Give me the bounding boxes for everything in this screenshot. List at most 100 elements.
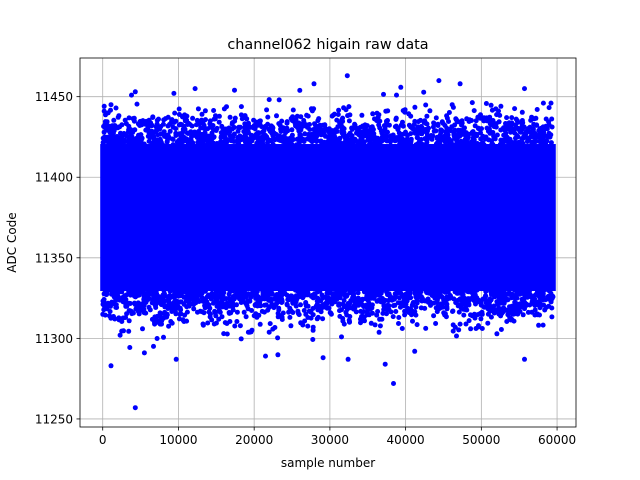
data-point [191, 302, 197, 307]
data-point [483, 289, 489, 294]
data-point [290, 107, 296, 113]
data-point [384, 311, 389, 317]
data-point [150, 115, 156, 120]
data-point [205, 140, 211, 146]
data-point [306, 131, 312, 137]
data-point [173, 133, 179, 138]
data-point [369, 310, 375, 316]
data-point [334, 117, 340, 123]
data-point [487, 121, 493, 127]
data-point [273, 131, 279, 137]
outlier-point [173, 356, 179, 362]
x-tick-label: 60000 [538, 433, 576, 447]
data-point [127, 127, 133, 133]
data-point [431, 300, 437, 306]
data-point [494, 331, 500, 337]
data-point [186, 303, 192, 309]
data-point [216, 113, 222, 119]
data-point [224, 296, 230, 302]
data-point [381, 303, 387, 309]
data-point [442, 299, 448, 305]
data-point [176, 122, 182, 128]
data-point [158, 131, 164, 137]
data-point [483, 304, 489, 310]
data-point [289, 132, 295, 138]
data-point [307, 122, 312, 127]
data-point [365, 297, 371, 303]
data-point [427, 108, 433, 114]
data-point [418, 305, 424, 311]
data-point [498, 103, 504, 109]
data-point [446, 127, 452, 132]
data-point [444, 113, 450, 119]
data-point [287, 305, 293, 311]
data-point [520, 312, 526, 318]
data-point [217, 288, 223, 294]
data-point [138, 132, 144, 138]
data-point [522, 131, 528, 136]
data-point [497, 112, 503, 118]
data-point [372, 116, 377, 122]
data-point [223, 131, 229, 137]
data-point [303, 300, 309, 305]
data-point [274, 113, 279, 119]
data-point [238, 137, 244, 143]
data-point [412, 118, 418, 124]
data-point [340, 115, 346, 121]
data-point [344, 312, 350, 318]
data-point [512, 311, 518, 317]
data-point [141, 308, 147, 314]
data-point [266, 137, 272, 143]
data-point [480, 296, 486, 302]
data-point [335, 112, 341, 117]
data-point [418, 289, 424, 295]
data-point [249, 292, 255, 298]
data-point [126, 141, 132, 147]
data-point [111, 314, 116, 319]
data-point [223, 305, 229, 311]
data-point [323, 126, 328, 132]
data-point [113, 105, 119, 111]
data-point [249, 327, 255, 333]
data-point [337, 313, 343, 319]
data-point [254, 314, 260, 320]
data-point [363, 133, 369, 139]
data-point [242, 128, 248, 134]
data-point [342, 293, 348, 299]
outlier-point [391, 381, 396, 386]
data-point [453, 116, 459, 122]
data-point [321, 131, 327, 137]
data-point [243, 134, 249, 140]
data-point [442, 289, 448, 295]
data-point [212, 293, 218, 299]
data-point [379, 134, 385, 140]
data-point [393, 309, 399, 314]
data-point [297, 87, 303, 93]
data-point [234, 319, 240, 324]
data-point [146, 291, 152, 297]
data-point [407, 290, 413, 296]
data-point [307, 127, 313, 132]
data-point [108, 140, 114, 146]
data-point [241, 309, 247, 315]
data-point [163, 116, 168, 122]
data-point [408, 131, 414, 137]
data-point [477, 311, 483, 317]
data-point [201, 137, 207, 143]
data-point [243, 314, 249, 320]
data-point [140, 142, 146, 148]
data-point [243, 122, 249, 128]
data-point [200, 322, 206, 328]
data-point [456, 119, 462, 125]
data-point [461, 312, 467, 318]
data-point [234, 137, 240, 143]
data-point [347, 112, 353, 118]
data-point [226, 310, 232, 315]
outlier-point [263, 353, 268, 359]
data-point [514, 289, 520, 295]
data-point [184, 113, 190, 119]
data-point [222, 320, 228, 326]
data-point [376, 329, 382, 335]
data-point [454, 137, 460, 143]
data-point [279, 299, 285, 305]
